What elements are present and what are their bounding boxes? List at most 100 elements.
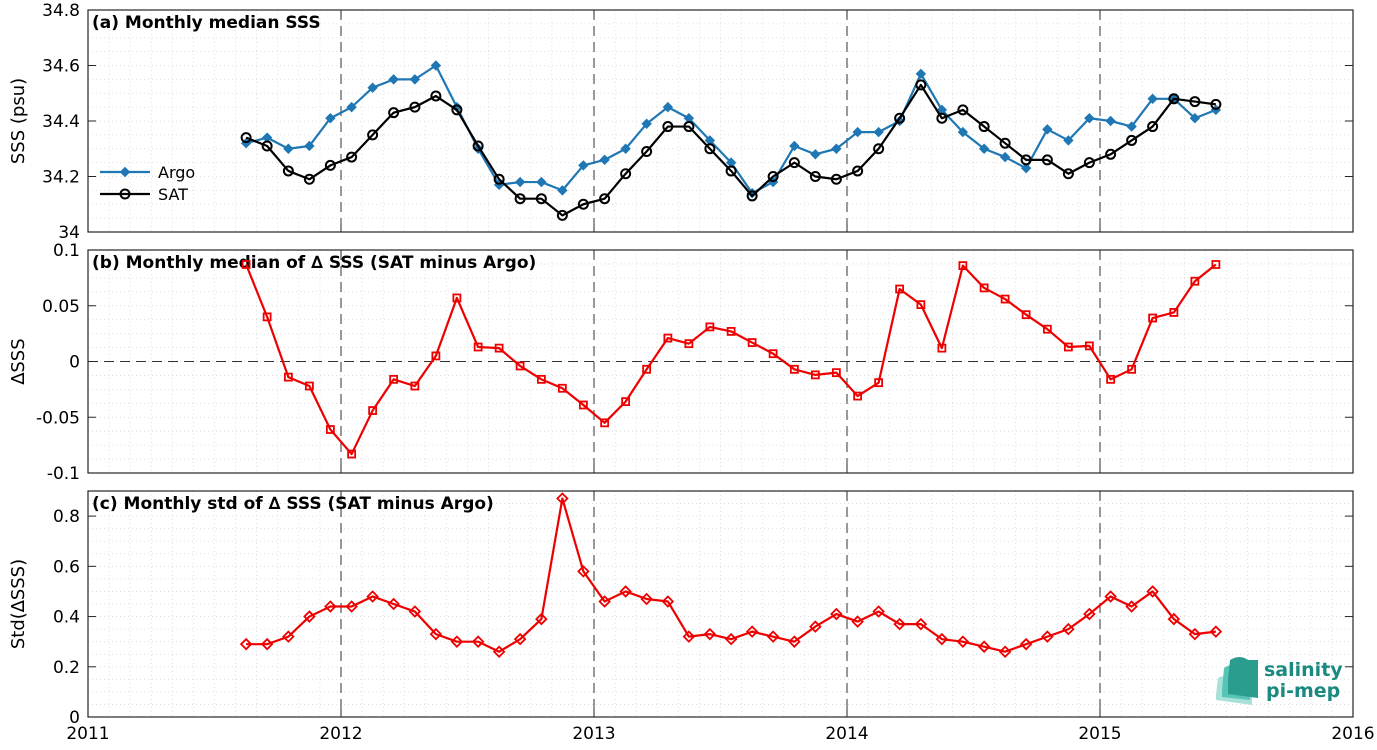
data-point <box>809 171 821 182</box>
legend-label: Argo <box>158 163 195 182</box>
data-point <box>1104 590 1117 603</box>
data-point <box>1000 294 1010 304</box>
data-point <box>852 165 864 177</box>
data-point <box>367 82 378 93</box>
series-line <box>245 83 1217 217</box>
data-point <box>682 630 696 643</box>
y-tick-label: 34.2 <box>42 168 80 188</box>
data-point <box>492 645 506 658</box>
y-tick-label: 0.05 <box>42 297 80 317</box>
data-point <box>577 565 590 578</box>
data-point <box>1147 93 1158 105</box>
data-point <box>1125 600 1138 613</box>
data-point <box>1190 276 1200 286</box>
data-point <box>598 595 611 608</box>
y-tick-label: 0.1 <box>53 241 80 261</box>
data-point <box>978 143 990 154</box>
salinity-pi-mep-logo: salinity pi-mep <box>1216 657 1343 705</box>
data-point <box>304 381 314 391</box>
data-point <box>514 193 526 205</box>
data-point <box>747 338 757 347</box>
data-point <box>578 400 588 410</box>
data-point <box>810 370 820 380</box>
data-point <box>1083 607 1096 621</box>
data-point <box>895 284 905 294</box>
data-point <box>1063 135 1074 146</box>
data-point <box>935 632 949 646</box>
data-point <box>852 126 863 138</box>
data-point <box>599 193 611 205</box>
data-point <box>513 632 527 646</box>
data-point <box>283 372 293 382</box>
y-tick-label: 0.6 <box>53 557 80 577</box>
data-point <box>367 129 379 141</box>
data-point <box>894 112 906 124</box>
data-point <box>536 374 546 384</box>
data-point <box>1126 134 1138 146</box>
y-tick-label: 0.4 <box>53 608 80 628</box>
data-point <box>1210 98 1222 110</box>
data-point <box>304 140 315 152</box>
data-point <box>535 193 547 205</box>
data-point <box>261 140 273 152</box>
data-point <box>282 165 294 177</box>
data-point <box>809 620 822 633</box>
data-point <box>368 406 378 415</box>
data-point <box>1168 93 1180 105</box>
data-point <box>1106 374 1116 384</box>
legend-swatch-marker <box>119 188 131 200</box>
data-point <box>1167 612 1181 626</box>
panel-1-title: (b) Monthly median of ∆ SSS (SAT minus A… <box>92 253 536 273</box>
data-point <box>1062 168 1074 180</box>
panel-0-series-1 <box>240 79 1222 221</box>
data-point <box>1148 313 1158 323</box>
data-point <box>260 637 274 651</box>
y-tick-label: 0.2 <box>53 658 80 678</box>
y-tick-label: 0 <box>69 708 80 728</box>
data-point <box>810 149 821 160</box>
data-point <box>239 637 253 651</box>
data-point <box>429 627 443 641</box>
series-line <box>246 497 1217 653</box>
data-point <box>1211 260 1221 269</box>
panel-1: -0.1 -0.05 0 0.05 0.1 ∆SSS (b) Monthly median … <box>8 241 1354 484</box>
data-point <box>303 173 315 185</box>
y-tick-label: 34.8 <box>42 1 80 21</box>
data-point <box>346 101 357 113</box>
data-point <box>283 143 294 154</box>
x-tick-label: 2016 <box>1331 724 1374 744</box>
data-point <box>388 107 400 119</box>
data-point <box>325 113 336 124</box>
data-point <box>915 79 927 91</box>
data-point <box>936 112 948 124</box>
panel-2-ylabel: Std(∆SSS) <box>8 559 29 649</box>
data-point <box>789 140 800 152</box>
data-point <box>999 151 1011 163</box>
series-line <box>245 64 1217 195</box>
data-point <box>1146 585 1159 598</box>
data-point <box>1062 622 1075 636</box>
data-point <box>640 592 653 606</box>
data-point <box>324 600 337 613</box>
data-point <box>262 312 272 322</box>
data-point <box>958 261 968 271</box>
legend-label: SAT <box>158 185 188 204</box>
data-point <box>556 492 569 505</box>
data-point <box>662 101 674 113</box>
data-point <box>410 381 420 391</box>
data-point <box>1020 162 1032 174</box>
x-tick-label: 2011 <box>66 724 109 744</box>
legend: Argo SAT <box>100 163 195 204</box>
data-point <box>663 333 673 343</box>
data-point <box>389 374 399 384</box>
data-point <box>789 364 799 374</box>
data-point <box>450 635 464 648</box>
data-point <box>1083 157 1095 169</box>
panel-1-ylabel: ∆SSS <box>8 338 29 385</box>
data-point <box>703 627 717 641</box>
data-point <box>873 126 884 138</box>
data-point <box>345 600 358 613</box>
data-point <box>788 635 801 648</box>
data-point <box>957 104 969 116</box>
